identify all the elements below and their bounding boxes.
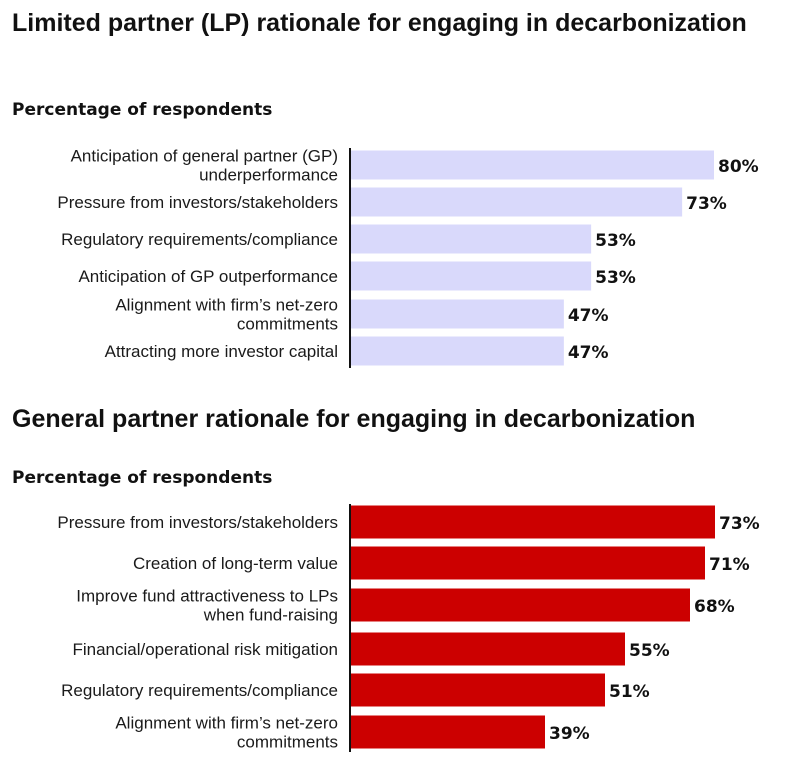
value-label-1-2: 73%: [686, 194, 727, 214]
value-label-1-3: 53%: [595, 231, 636, 251]
bar-1-6: [350, 336, 564, 366]
chart-1-title: Limited partner (LP) rationale for engag…: [12, 9, 747, 37]
bar-2-6: [350, 715, 545, 749]
gp-rationale-chart: Pressure from investors/stakeholders 73% C…: [57, 504, 760, 752]
bar-2-1: [350, 505, 715, 539]
bar-1-3: [350, 224, 592, 254]
category-label-1-4: Anticipation of GP outperformance: [78, 267, 338, 286]
category-label-1-6: Attracting more investor capital: [105, 342, 338, 361]
category-label-2-2: Creation of long-term value: [133, 554, 338, 573]
category-label-2-4: Financial/operational risk mitigation: [72, 640, 338, 659]
category-label-1-5-line-2: commitments: [237, 315, 338, 334]
value-label-1-4: 53%: [595, 268, 636, 288]
bar-2-4: [350, 632, 625, 666]
category-label-2-6-line-1: Alignment with firm’s net-zero: [115, 714, 338, 733]
value-label-2-6: 39%: [549, 724, 590, 744]
value-label-2-5: 51%: [609, 682, 650, 702]
category-label-2-6-line-2: commitments: [237, 733, 338, 752]
bar-1-4: [350, 261, 592, 291]
value-label-1-5: 47%: [568, 306, 609, 326]
bar-1-2: [350, 187, 683, 217]
chart-2-subtitle: Percentage of respondents: [12, 468, 273, 488]
category-label-1-3: Regulatory requirements/compliance: [61, 230, 338, 249]
category-label-2-3-line-2: when fund-raising: [203, 606, 338, 625]
bar-2-3: [350, 588, 690, 622]
value-label-1-1: 80%: [718, 157, 759, 177]
category-label-2-5: Regulatory requirements/compliance: [61, 681, 338, 700]
value-label-2-1: 73%: [719, 514, 760, 534]
category-label-2-1: Pressure from investors/stakeholders: [57, 513, 338, 532]
chart-1-subtitle: Percentage of respondents: [12, 100, 273, 120]
lp-rationale-chart: Anticipation of general partner (GP)unde…: [57, 147, 759, 368]
category-label-1-5-line-1: Alignment with firm’s net-zero: [115, 296, 338, 315]
chart-2-title: General partner rationale for engaging i…: [12, 405, 696, 433]
category-label-1-1-line-2: underperformance: [199, 166, 338, 185]
bar-1-5: [350, 299, 564, 329]
value-label-1-6: 47%: [568, 343, 609, 363]
value-label-2-4: 55%: [629, 641, 670, 661]
bar-1-1: [350, 150, 714, 180]
category-label-1-2: Pressure from investors/stakeholders: [57, 193, 338, 212]
bar-2-2: [350, 546, 705, 580]
category-label-1-1-line-1: Anticipation of general partner (GP): [71, 147, 338, 166]
category-label-2-3-line-1: Improve fund attractiveness to LPs: [76, 587, 338, 606]
value-label-2-3: 68%: [694, 597, 735, 617]
value-label-2-2: 71%: [709, 555, 750, 575]
bar-2-5: [350, 673, 605, 707]
